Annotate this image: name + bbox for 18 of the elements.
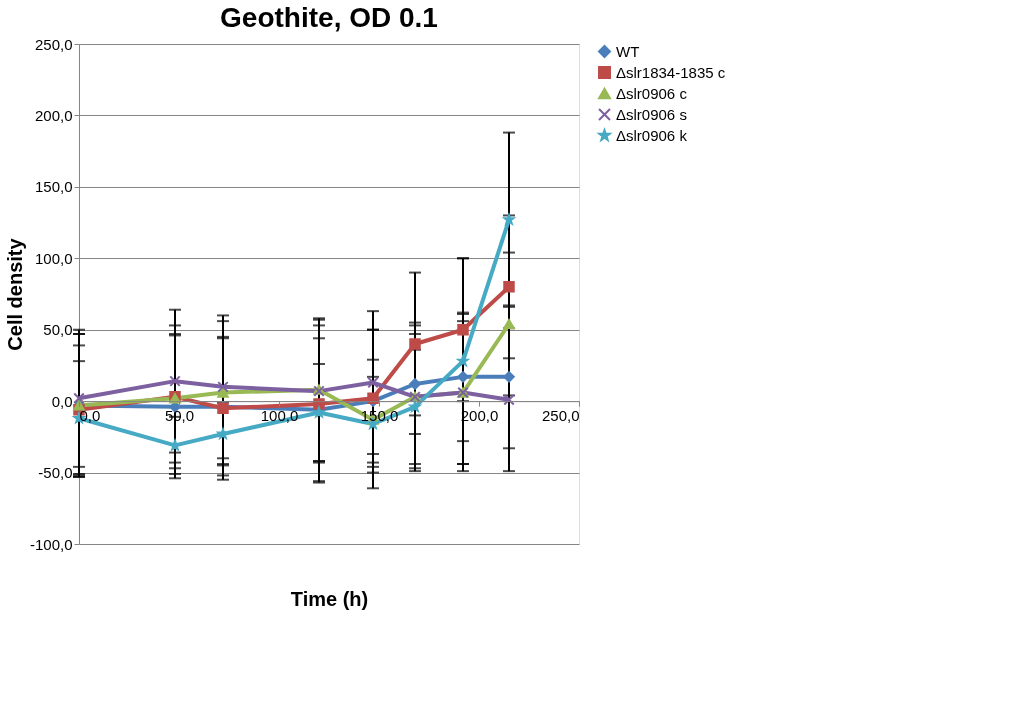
y-tick-label: 100,0 xyxy=(34,249,73,267)
y-tick-label: -100,0 xyxy=(29,535,73,553)
x-axis-title: Time (h) xyxy=(290,587,369,610)
legend-label: Δslr0906 c xyxy=(616,84,688,102)
y-tick-label: 200,0 xyxy=(34,106,73,124)
legend-label: Δslr1834-1835 c xyxy=(616,63,726,81)
x-tick-label: 100,0 xyxy=(260,406,299,424)
y-axis-title: Cell density xyxy=(3,237,26,351)
y-tick-label: 250,0 xyxy=(34,35,73,53)
y-tick-label: -50,0 xyxy=(38,464,73,482)
y-tick-label: 150,0 xyxy=(34,178,73,196)
legend-label: WT xyxy=(616,42,640,60)
legend-label: Δslr0906 s xyxy=(616,105,687,123)
chart-title: Geothite, OD 0.1 xyxy=(220,2,438,33)
legend-label: Δslr0906 k xyxy=(616,126,688,144)
x-tick-label: 250,0 xyxy=(541,406,580,424)
y-tick-label: 50,0 xyxy=(43,321,73,339)
y-tick-label: 0,0 xyxy=(51,392,73,410)
